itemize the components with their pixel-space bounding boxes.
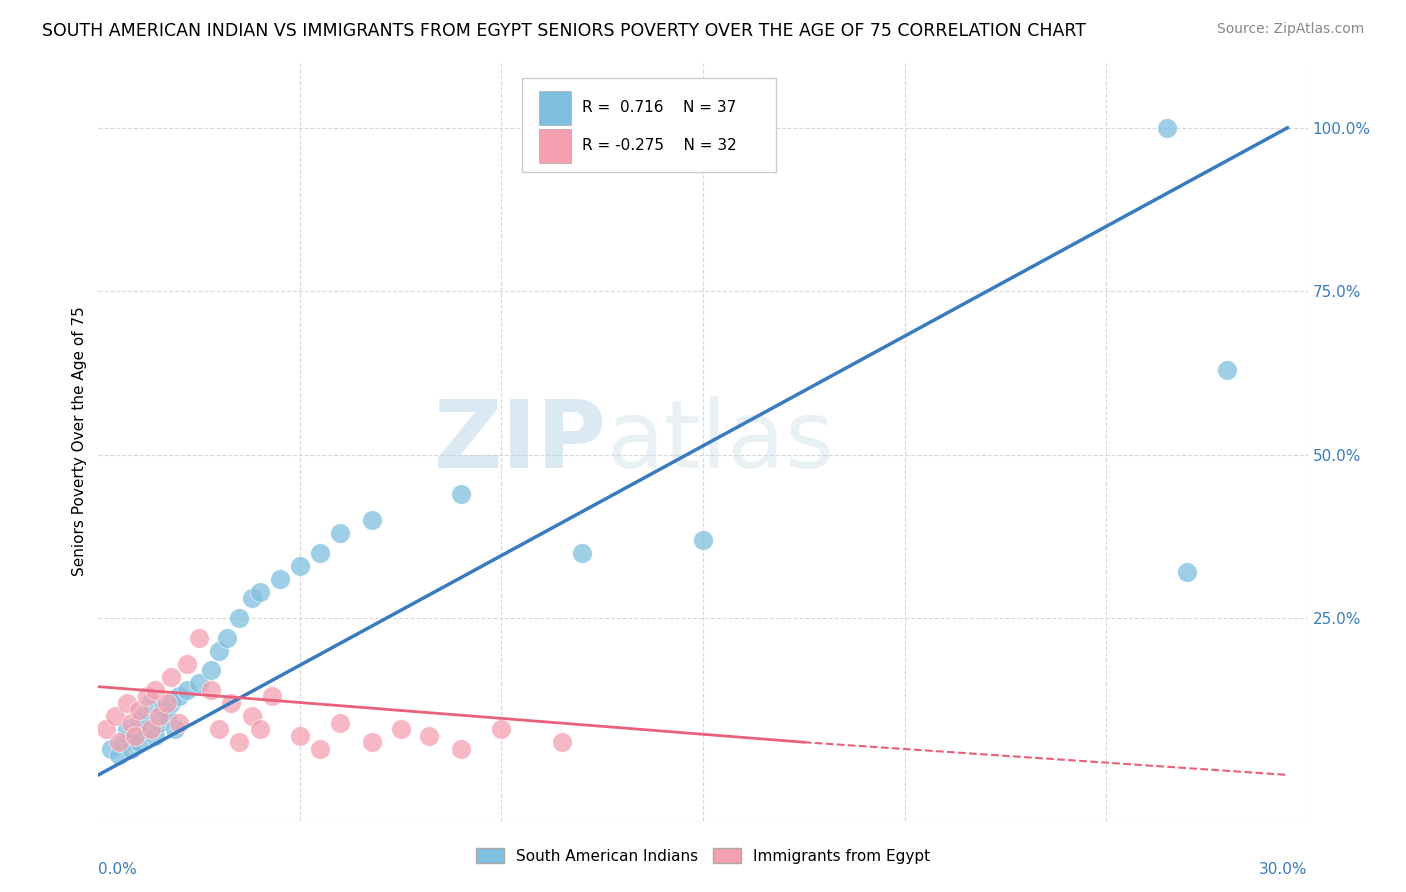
Point — [249, 585, 271, 599]
Point — [329, 526, 352, 541]
Point — [200, 663, 222, 677]
Point — [450, 487, 472, 501]
Point — [128, 735, 150, 749]
Point — [551, 735, 574, 749]
Point — [139, 722, 162, 736]
Point — [143, 729, 166, 743]
Point — [115, 722, 138, 736]
Point — [135, 690, 157, 704]
Point — [208, 722, 231, 736]
Point — [176, 682, 198, 697]
Point — [361, 735, 384, 749]
Point — [163, 722, 186, 736]
Point — [1156, 120, 1178, 135]
Point — [200, 682, 222, 697]
Point — [491, 722, 513, 736]
Text: R = -0.275    N = 32: R = -0.275 N = 32 — [582, 138, 737, 153]
Point — [418, 729, 440, 743]
Text: R =  0.716    N = 37: R = 0.716 N = 37 — [582, 101, 737, 115]
Point — [124, 729, 146, 743]
Text: 0.0%: 0.0% — [98, 863, 138, 878]
Point — [329, 715, 352, 730]
Point — [124, 729, 146, 743]
Point — [260, 690, 283, 704]
Text: SOUTH AMERICAN INDIAN VS IMMIGRANTS FROM EGYPT SENIORS POVERTY OVER THE AGE OF 7: SOUTH AMERICAN INDIAN VS IMMIGRANTS FROM… — [42, 22, 1087, 40]
Point — [135, 722, 157, 736]
Text: Source: ZipAtlas.com: Source: ZipAtlas.com — [1216, 22, 1364, 37]
Point — [176, 657, 198, 671]
Point — [128, 715, 150, 730]
Legend: South American Indians, Immigrants from Egypt: South American Indians, Immigrants from … — [470, 842, 936, 870]
Point — [120, 715, 142, 730]
Point — [208, 643, 231, 657]
Point — [240, 591, 263, 606]
Point — [288, 558, 311, 573]
Point — [107, 748, 129, 763]
Text: 30.0%: 30.0% — [1260, 863, 1308, 878]
Point — [160, 670, 183, 684]
Point — [309, 741, 332, 756]
Point — [188, 676, 211, 690]
Point — [148, 715, 170, 730]
FancyBboxPatch shape — [522, 78, 776, 172]
Point — [128, 702, 150, 716]
Point — [221, 696, 243, 710]
Point — [115, 696, 138, 710]
Point — [156, 696, 179, 710]
FancyBboxPatch shape — [538, 91, 571, 125]
Point — [156, 709, 179, 723]
Point — [389, 722, 412, 736]
FancyBboxPatch shape — [538, 129, 571, 162]
Point — [1175, 566, 1198, 580]
Point — [111, 735, 134, 749]
Point — [361, 513, 384, 527]
Point — [309, 546, 332, 560]
Text: ZIP: ZIP — [433, 395, 606, 488]
Point — [167, 715, 190, 730]
Point — [139, 696, 162, 710]
Point — [228, 611, 250, 625]
Point — [132, 709, 155, 723]
Point — [188, 631, 211, 645]
Point — [692, 533, 714, 547]
Point — [217, 631, 239, 645]
Point — [160, 696, 183, 710]
Point — [143, 682, 166, 697]
Point — [148, 709, 170, 723]
Point — [152, 702, 174, 716]
Point — [249, 722, 271, 736]
Point — [107, 735, 129, 749]
Point — [240, 709, 263, 723]
Point — [269, 572, 291, 586]
Point — [120, 741, 142, 756]
Y-axis label: Seniors Poverty Over the Age of 75: Seniors Poverty Over the Age of 75 — [72, 307, 87, 576]
Point — [100, 741, 122, 756]
Point — [571, 546, 593, 560]
Point — [103, 709, 125, 723]
Point — [228, 735, 250, 749]
Point — [96, 722, 118, 736]
Point — [288, 729, 311, 743]
Point — [167, 690, 190, 704]
Point — [450, 741, 472, 756]
Point — [1216, 362, 1239, 376]
Text: atlas: atlas — [606, 395, 835, 488]
